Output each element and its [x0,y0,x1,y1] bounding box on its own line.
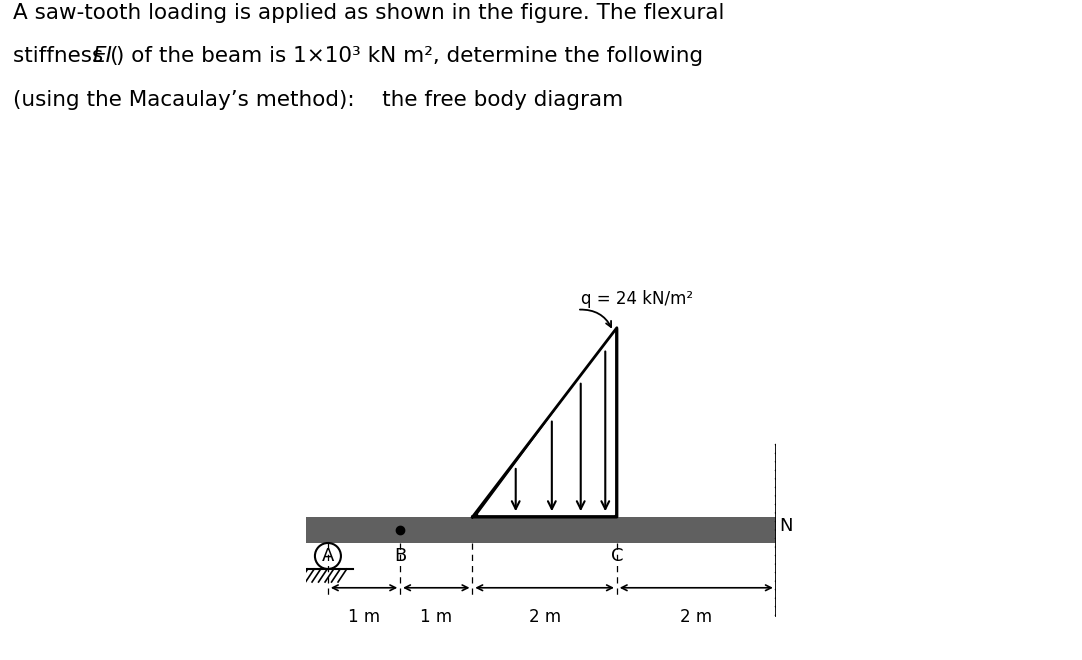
Text: EI: EI [92,46,111,66]
Text: stiffness (: stiffness ( [13,46,119,66]
Bar [306,517,776,543]
Text: 1 m: 1 m [348,608,380,626]
Text: (using the Macaulay’s method):    the free body diagram: (using the Macaulay’s method): the free … [13,90,623,110]
Text: q = 24 kN/m²: q = 24 kN/m² [581,290,692,308]
Text: C: C [610,546,623,564]
Text: A saw-tooth loading is applied as shown in the figure. The flexural: A saw-tooth loading is applied as shown … [13,3,724,23]
Text: 2 m: 2 m [681,608,712,626]
Text: ) of the beam is 1×10³ kN m², determine the following: ) of the beam is 1×10³ kN m², determine … [116,46,703,66]
Text: 2 m: 2 m [528,608,560,626]
Text: B: B [394,546,406,564]
Polygon shape [473,328,617,517]
Polygon shape [478,331,613,514]
Text: A: A [321,546,334,564]
Text: 1 m: 1 m [420,608,452,626]
Text: N: N [779,517,793,535]
